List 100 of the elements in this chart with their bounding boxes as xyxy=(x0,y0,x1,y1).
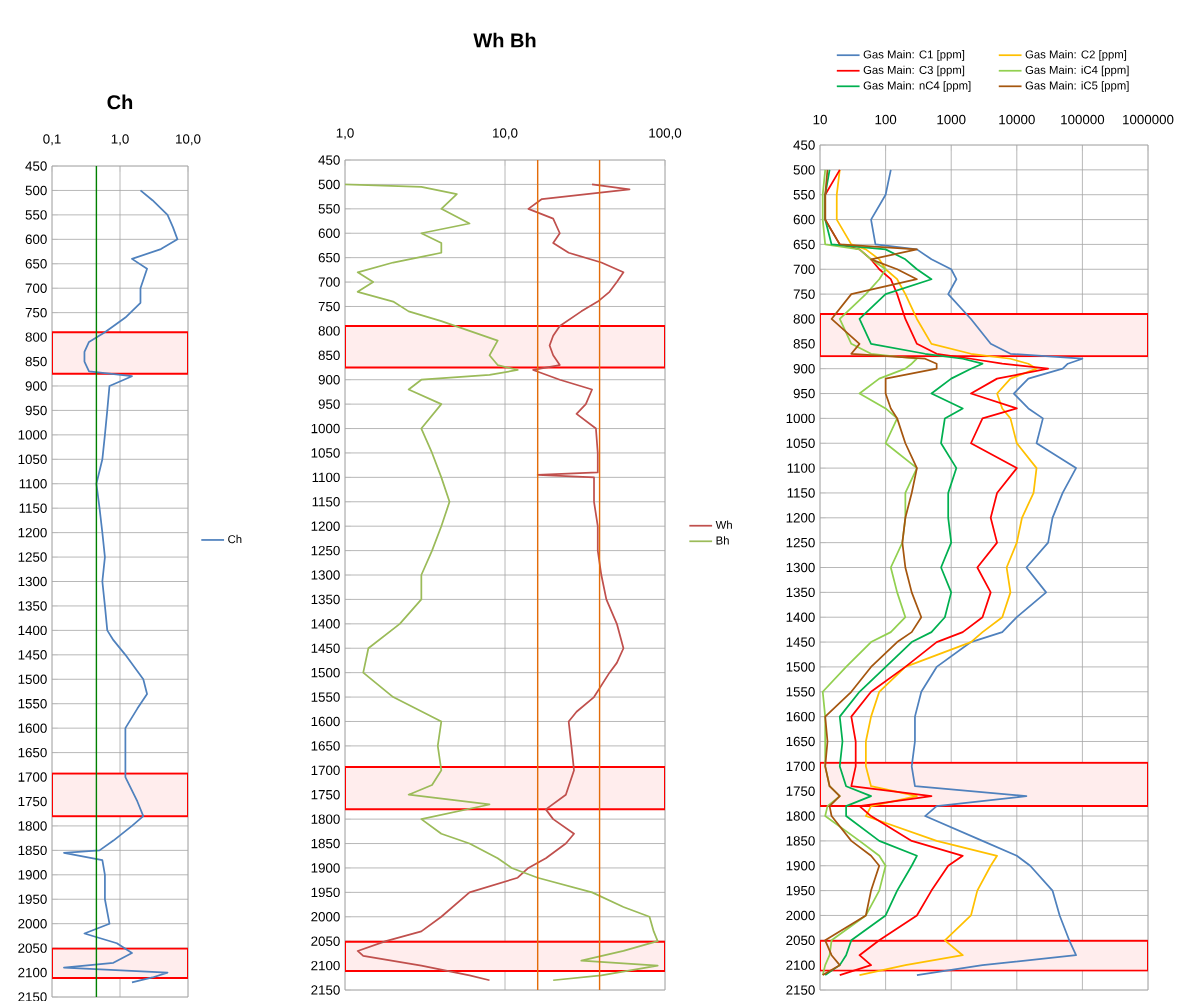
y-tick-label: 550 xyxy=(25,210,47,220)
y-tick-label: 1300 xyxy=(311,570,340,580)
y-tick-label: 1100 xyxy=(312,472,340,483)
y-tick-label: 1500 xyxy=(311,667,340,678)
y-tick-label: 1000 xyxy=(311,423,340,434)
y-tick-label: 1650 xyxy=(18,747,47,758)
y-tick-label: 1650 xyxy=(786,736,815,747)
y-tick-label: 1650 xyxy=(311,741,340,751)
y-tick-label: 950 xyxy=(793,388,815,399)
x-tick-label: 10,0 xyxy=(493,128,518,140)
y-tick-label: 600 xyxy=(793,214,815,225)
y-tick-label: 1950 xyxy=(18,894,47,904)
y-tick-label: 1750 xyxy=(311,790,340,800)
chart-title: Wh Bh xyxy=(473,32,536,48)
y-tick-label: 1350 xyxy=(311,594,340,605)
y-tick-label: 1150 xyxy=(19,503,47,513)
y-tick-label: 950 xyxy=(318,399,340,409)
y-tick-label: 500 xyxy=(318,179,340,190)
y-tick-label: 1550 xyxy=(18,699,47,709)
y-tick-label: 1400 xyxy=(18,625,47,636)
y-tick-label: 1750 xyxy=(18,796,47,807)
y-tick-label: 750 xyxy=(318,301,340,312)
y-tick-label: 1200 xyxy=(18,527,47,538)
y-tick-label: 1500 xyxy=(786,662,815,672)
y-tick-label: 1250 xyxy=(786,537,815,548)
y-tick-label: 1450 xyxy=(311,643,340,653)
x-tick-label: 100 xyxy=(875,114,897,125)
y-tick-label: 750 xyxy=(25,307,47,318)
y-tick-label: 1850 xyxy=(311,838,340,849)
y-tick-label: 900 xyxy=(318,375,340,385)
x-tick-label: 10 xyxy=(813,114,827,125)
legend-label: Gas Main: C1 [ppm] xyxy=(863,50,965,61)
y-tick-label: 850 xyxy=(318,350,340,361)
y-tick-label: 450 xyxy=(793,140,815,150)
y-tick-label: 1800 xyxy=(18,821,47,831)
y-tick-label: 500 xyxy=(793,165,815,175)
y-tick-label: 1500 xyxy=(18,674,47,684)
y-tick-label: 1400 xyxy=(311,619,340,629)
y-tick-label: 1000 xyxy=(786,413,815,424)
y-tick-label: 2100 xyxy=(311,960,340,971)
y-tick-label: 2050 xyxy=(786,935,815,946)
y-tick-label: 1250 xyxy=(18,552,47,562)
y-tick-label: 1800 xyxy=(311,814,340,824)
y-tick-label: 700 xyxy=(793,264,815,274)
y-tick-label: 1600 xyxy=(18,723,47,733)
y-tick-label: 1400 xyxy=(786,612,815,622)
y-tick-label: 650 xyxy=(25,259,47,269)
y-tick-label: 1300 xyxy=(786,562,815,573)
x-tick-label: 1000 xyxy=(937,114,966,125)
y-tick-label: 1600 xyxy=(786,711,815,722)
x-tick-label: 1000000 xyxy=(1123,114,1174,125)
y-tick-label: 1000 xyxy=(18,430,47,440)
y-tick-label: 450 xyxy=(25,161,47,171)
y-tick-label: 1050 xyxy=(311,448,340,458)
y-tick-label: 2100 xyxy=(786,960,815,970)
y-tick-label: 750 xyxy=(793,289,815,299)
y-tick-label: 1150 xyxy=(787,488,815,498)
y-tick-label: 1900 xyxy=(311,863,340,873)
y-tick-label: 1700 xyxy=(311,765,340,776)
y-tick-label: 1950 xyxy=(311,887,340,898)
x-tick-label: 100000 xyxy=(1061,114,1105,125)
x-tick-label: 10,0 xyxy=(176,134,201,146)
y-tick-label: 650 xyxy=(318,252,340,263)
y-tick-label: 1050 xyxy=(786,438,815,448)
legend-label: Wh xyxy=(715,520,732,529)
y-tick-label: 1200 xyxy=(311,521,340,531)
y-tick-label: 1450 xyxy=(786,637,815,647)
legend-label: Gas Main: iC5 [ppm] xyxy=(1025,81,1129,92)
y-tick-label: 2000 xyxy=(786,910,815,921)
y-tick-label: 700 xyxy=(318,277,340,287)
legend-label: Gas Main: C2 [ppm] xyxy=(1025,50,1127,61)
y-tick-label: 2150 xyxy=(18,992,47,1001)
y-tick-label: 1950 xyxy=(786,885,815,896)
legend-label: Bh xyxy=(716,536,729,545)
y-tick-label: 1900 xyxy=(18,870,47,880)
legend-label: Ch xyxy=(228,534,242,544)
y-tick-label: 1100 xyxy=(787,463,815,473)
y-tick-label: 1600 xyxy=(311,716,340,727)
x-tick-label: 100,0 xyxy=(649,128,682,140)
chart-title: Ch xyxy=(107,94,133,110)
y-tick-label: 650 xyxy=(793,239,815,250)
y-tick-label: 2050 xyxy=(311,936,340,946)
y-tick-label: 700 xyxy=(25,283,47,293)
x-tick-label: 0,1 xyxy=(43,134,61,146)
y-tick-label: 1250 xyxy=(311,545,340,556)
legend-label: Gas Main: C3 [ppm] xyxy=(863,65,965,77)
legend-label: Gas Main: nC4 [ppm] xyxy=(863,81,971,92)
y-tick-label: 2150 xyxy=(311,985,340,995)
y-tick-label: 1350 xyxy=(18,601,47,611)
y-tick-label: 1200 xyxy=(786,513,815,523)
y-tick-label: 2050 xyxy=(18,943,47,953)
y-tick-label: 800 xyxy=(793,314,815,324)
y-tick-label: 1100 xyxy=(19,479,47,489)
y-tick-label: 800 xyxy=(25,332,47,342)
y-tick-label: 2150 xyxy=(786,985,815,995)
y-tick-label: 1900 xyxy=(786,861,815,871)
y-tick-label: 450 xyxy=(318,155,340,165)
y-tick-label: 950 xyxy=(25,405,47,416)
y-tick-label: 550 xyxy=(793,190,815,200)
y-tick-label: 1850 xyxy=(786,836,815,846)
